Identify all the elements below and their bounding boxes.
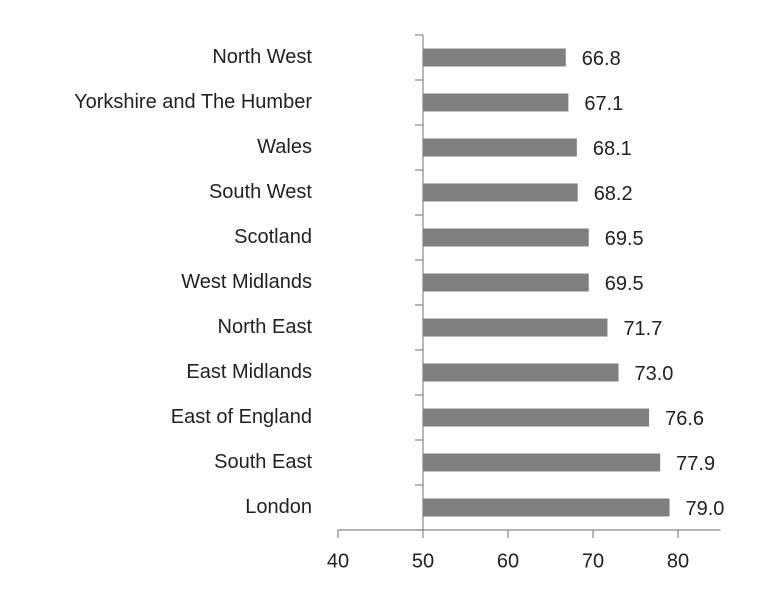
bar — [423, 273, 589, 292]
y-tick-label: North West — [212, 46, 312, 68]
value-label: 67.1 — [584, 93, 623, 115]
bar — [423, 138, 577, 157]
value-label: 76.6 — [665, 408, 704, 430]
x-tick-label: 70 — [582, 550, 604, 572]
bar — [423, 363, 619, 382]
bar — [423, 498, 670, 517]
y-tick-label: London — [245, 496, 312, 518]
x-tick-label: 40 — [327, 550, 349, 572]
value-label: 79.0 — [686, 498, 725, 520]
y-tick-label: South East — [214, 451, 312, 473]
x-tick-label: 50 — [412, 550, 434, 572]
value-label: 73.0 — [635, 363, 674, 385]
value-label: 68.1 — [593, 138, 632, 160]
bar — [423, 228, 589, 247]
value-label: 69.5 — [605, 273, 644, 295]
y-tick-label: East of England — [171, 406, 312, 428]
x-tick-label: 80 — [667, 550, 689, 572]
value-label: 71.7 — [623, 318, 662, 340]
value-label: 77.9 — [676, 453, 715, 475]
bar — [423, 453, 661, 472]
y-tick-label: Yorkshire and The Humber — [74, 91, 312, 113]
bar — [423, 93, 569, 112]
y-tick-label: North East — [218, 316, 313, 338]
value-label: 68.2 — [594, 183, 633, 205]
y-tick-label: Wales — [257, 136, 312, 158]
bar — [423, 183, 578, 202]
x-tick-label: 60 — [497, 550, 519, 572]
value-label: 69.5 — [605, 228, 644, 250]
y-tick-label: Scotland — [234, 226, 312, 248]
bar — [423, 318, 608, 337]
y-tick-label: West Midlands — [181, 271, 312, 293]
bar — [423, 408, 650, 427]
y-tick-label: South West — [209, 181, 312, 203]
y-tick-label: East Midlands — [186, 361, 312, 383]
bar — [423, 48, 566, 67]
value-label: 66.8 — [582, 48, 621, 70]
